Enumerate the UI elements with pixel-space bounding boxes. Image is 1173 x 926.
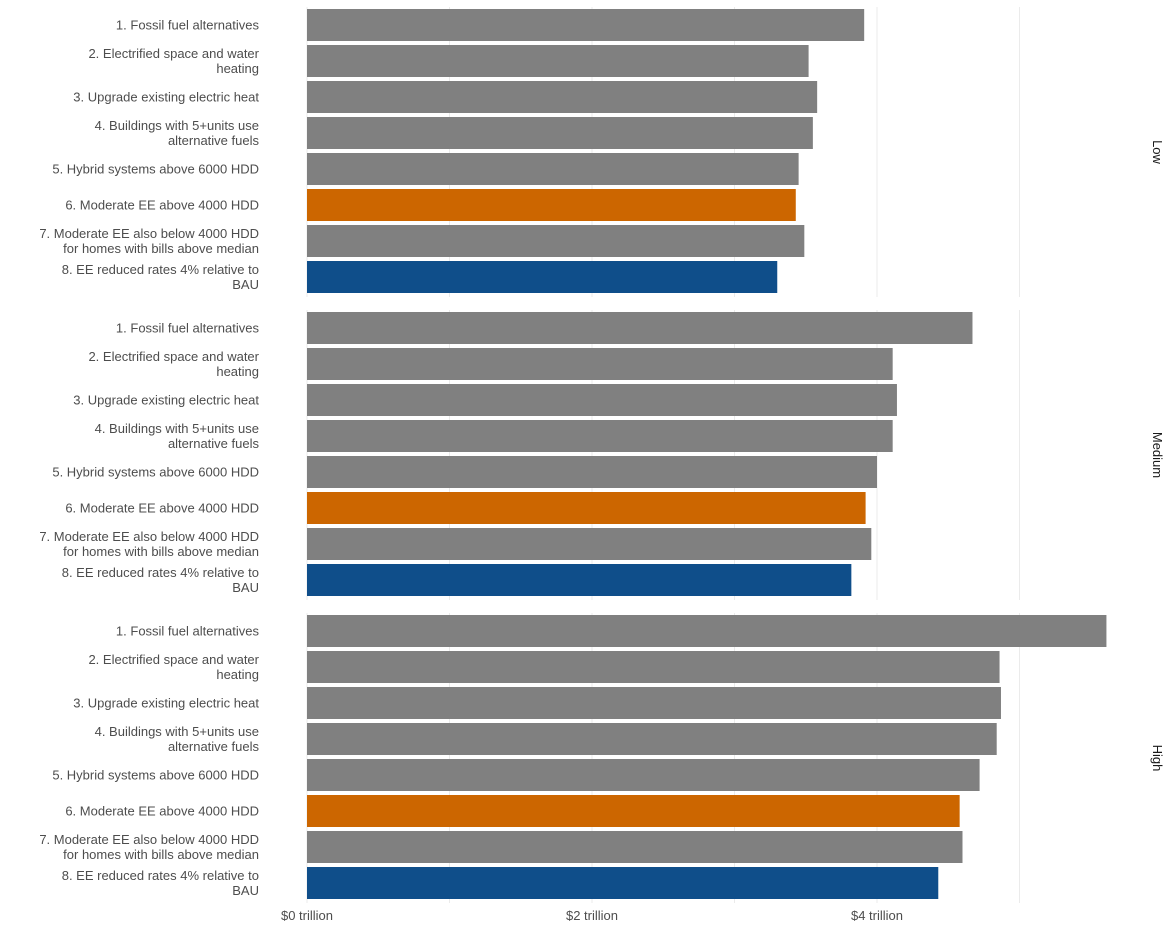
category-label: 1. Fossil fuel alternatives: [116, 624, 260, 639]
bar-high-2: [307, 651, 1000, 683]
bar-high-8: [307, 867, 939, 899]
bar-high-6: [307, 795, 960, 827]
category-label: 4. Buildings with 5+units use alternative…: [95, 421, 260, 451]
bar-medium-2: [307, 348, 893, 380]
category-label: 3. Upgrade existing electric heat: [73, 90, 259, 105]
category-label: 1. Fossil fuel alternatives: [116, 18, 260, 33]
category-label: 1. Fossil fuel alternatives: [116, 321, 260, 336]
category-label: 8. EE reduced rates 4% relative to BAU: [62, 262, 259, 292]
x-tick-label: $4 trillion: [851, 908, 903, 923]
bar-medium-7: [307, 528, 872, 560]
facet-label-medium: Medium: [1150, 432, 1165, 478]
category-labels: 1. Fossil fuel alternatives 2. Electrifie…: [39, 18, 259, 899]
category-label: 2. Electrified space and water heating: [88, 652, 259, 682]
bar-medium-8: [307, 564, 852, 596]
category-label: 3. Upgrade existing electric heat: [73, 696, 259, 711]
facet-strip-labels: Low Medium High: [1150, 140, 1165, 771]
category-label: 6. Moderate EE above 4000 HDD: [65, 501, 259, 516]
bar-low-6: [307, 189, 796, 221]
category-label: 7. Moderate EE also below 4000 HDD for ho…: [39, 832, 259, 862]
category-label: 6. Moderate EE above 4000 HDD: [65, 804, 259, 819]
category-label: 2. Electrified space and water heating: [88, 46, 259, 76]
bar-medium-3: [307, 384, 897, 416]
bar-high-5: [307, 759, 980, 791]
bar-high-1: [307, 615, 1107, 647]
category-label: 5. Hybrid systems above 6000 HDD: [52, 768, 259, 783]
category-label: 5. Hybrid systems above 6000 HDD: [52, 162, 259, 177]
x-axis: $0 trillion $2 trillion $4 trillion: [281, 908, 903, 923]
bar-medium-4: [307, 420, 893, 452]
bar-high-4: [307, 723, 997, 755]
bars-layer: [307, 9, 1107, 899]
bar-medium-6: [307, 492, 866, 524]
bar-low-4: [307, 117, 813, 149]
category-label: 8. EE reduced rates 4% relative to BAU: [62, 868, 259, 898]
bar-low-1: [307, 9, 865, 41]
category-label: 2. Electrified space and water heating: [88, 349, 259, 379]
x-tick-label: $2 trillion: [566, 908, 618, 923]
bar-low-2: [307, 45, 809, 77]
bar-low-8: [307, 261, 778, 293]
bar-high-3: [307, 687, 1001, 719]
bar-medium-1: [307, 312, 973, 344]
category-label: 4. Buildings with 5+units use alternative…: [95, 118, 260, 148]
bar-low-3: [307, 81, 818, 113]
category-label: 6. Moderate EE above 4000 HDD: [65, 198, 259, 213]
facet-label-high: High: [1150, 745, 1165, 772]
x-tick-label: $0 trillion: [281, 908, 333, 923]
bar-low-7: [307, 225, 805, 257]
category-label: 7. Moderate EE also below 4000 HDD for ho…: [39, 529, 259, 559]
category-label: 3. Upgrade existing electric heat: [73, 393, 259, 408]
bar-high-7: [307, 831, 963, 863]
bar-medium-5: [307, 456, 877, 488]
category-label: 7. Moderate EE also below 4000 HDD for ho…: [39, 226, 259, 256]
bar-low-5: [307, 153, 799, 185]
facet-label-low: Low: [1150, 140, 1165, 164]
category-label: 8. EE reduced rates 4% relative to BAU: [62, 565, 259, 595]
category-label: 5. Hybrid systems above 6000 HDD: [52, 465, 259, 480]
category-label: 4. Buildings with 5+units use alternative…: [95, 724, 260, 754]
